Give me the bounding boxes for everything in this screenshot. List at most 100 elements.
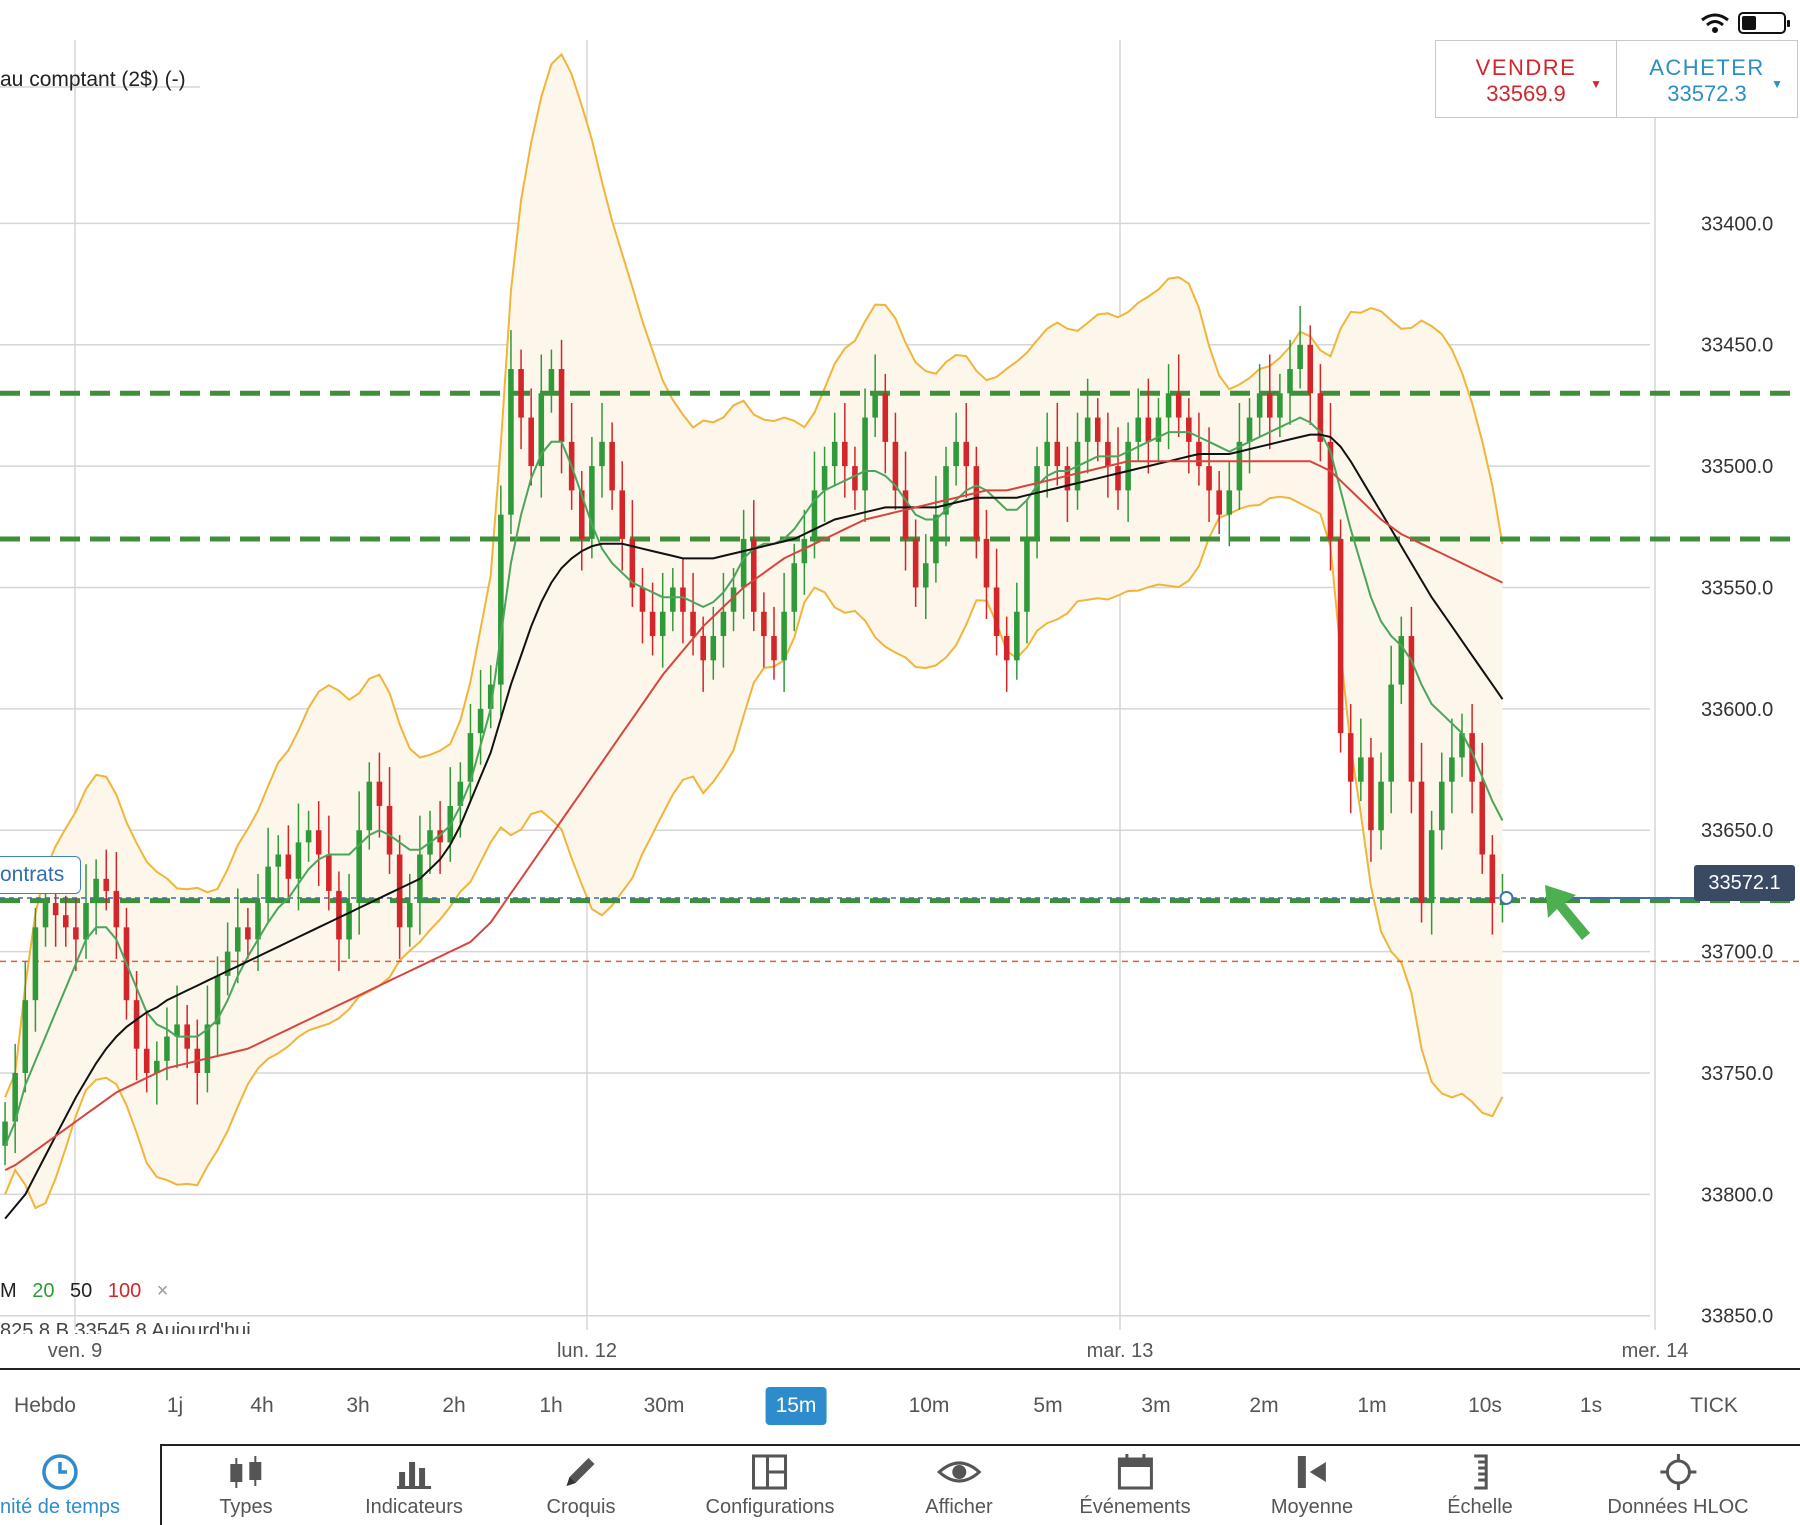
candle-body xyxy=(1287,369,1293,394)
tf-2h[interactable]: 2h xyxy=(442,1394,466,1417)
tf-10m[interactable]: 10m xyxy=(908,1394,950,1417)
candle-body xyxy=(973,466,980,539)
candle-body xyxy=(1094,417,1101,442)
candle-body xyxy=(649,611,656,637)
price-chart[interactable]: 33850.0 33800.0 33750.0 33700.0 33650.0 33600… xyxy=(0,0,1800,1368)
tool-hloc-data-label: Données HLOC xyxy=(1607,1496,1749,1518)
candle-body xyxy=(265,866,271,904)
tf-30m[interactable]: 30m xyxy=(643,1394,685,1417)
sell-price: 33569.9 xyxy=(1486,81,1566,106)
candle-body xyxy=(366,781,373,831)
candle-body xyxy=(750,538,757,612)
candle-body xyxy=(963,441,970,467)
candle-body xyxy=(781,611,787,661)
candle-body xyxy=(1489,854,1496,904)
tool-scale[interactable]: Échelle xyxy=(1447,1452,1513,1519)
buy-price: 33572.3 xyxy=(1667,81,1747,106)
tool-time-unit-label: nité de temps xyxy=(0,1496,121,1518)
tf-2m[interactable]: 2m xyxy=(1249,1394,1279,1417)
tool-time-unit[interactable]: nité de temps xyxy=(0,1452,120,1519)
tf-1j[interactable]: 1j xyxy=(166,1394,184,1417)
date-label-mon: lun. 12 xyxy=(556,1340,618,1362)
candle-body xyxy=(1337,538,1344,734)
tool-configurations[interactable]: Configurations xyxy=(706,1452,834,1519)
candle-body xyxy=(164,1036,170,1061)
tf-1s[interactable]: 1s xyxy=(1579,1394,1603,1417)
current-price-marker xyxy=(1499,890,1514,905)
arrow-icon xyxy=(1545,885,1590,940)
candle-body xyxy=(1155,417,1162,442)
candle-body xyxy=(1105,441,1111,467)
tool-average[interactable]: Moyenne xyxy=(1271,1452,1353,1519)
tool-display[interactable]: Afficher xyxy=(925,1452,993,1519)
candle-body xyxy=(1459,733,1465,758)
tf-15m[interactable]: 15m xyxy=(765,1387,827,1425)
tf-tick[interactable]: TICK xyxy=(1690,1394,1738,1417)
candle-body xyxy=(245,927,251,940)
candle-body xyxy=(1206,466,1212,491)
tf-1h[interactable]: 1h xyxy=(539,1394,563,1417)
crosshair-icon xyxy=(1660,1454,1696,1490)
candle-body xyxy=(983,538,990,588)
candle-body xyxy=(224,951,231,976)
candle-body xyxy=(113,890,120,928)
candle-body xyxy=(1014,611,1020,661)
candle-body xyxy=(508,369,514,515)
candle-body xyxy=(1408,636,1415,782)
candle-body xyxy=(1469,733,1475,782)
scale-icon xyxy=(1473,1454,1488,1490)
candle-body xyxy=(1145,417,1152,442)
sell-button[interactable]: VENDRE 33569.9 ▼ xyxy=(1436,41,1616,117)
candle-body xyxy=(558,369,565,442)
tool-events-label: Événements xyxy=(1079,1496,1191,1518)
tf-5m[interactable]: 5m xyxy=(1033,1394,1063,1417)
tool-indicators[interactable]: Indicateurs xyxy=(365,1452,463,1519)
price-axis-label: 33500.0 xyxy=(1701,456,1773,478)
buy-caret-icon[interactable]: ▼ xyxy=(1771,77,1783,91)
tf-hebdo[interactable]: Hebdo xyxy=(14,1394,76,1417)
candle-body xyxy=(639,587,646,612)
candle-body xyxy=(12,1072,18,1122)
buy-button[interactable]: ACHETER 33572.3 ▼ xyxy=(1616,41,1797,117)
trade-box: VENDRE 33569.9 ▼ ACHETER 33572.3 ▼ xyxy=(1435,40,1798,118)
tf-1m[interactable]: 1m xyxy=(1357,1394,1387,1417)
candle-body xyxy=(295,842,302,879)
candle-body xyxy=(1024,538,1030,612)
candle-body xyxy=(1358,757,1364,782)
tf-10s[interactable]: 10s xyxy=(1468,1394,1502,1417)
tool-events[interactable]: Événements xyxy=(1079,1452,1191,1519)
sell-caret-icon[interactable]: ▼ xyxy=(1590,77,1602,91)
tf-4h[interactable]: 4h xyxy=(250,1394,274,1417)
candle-body xyxy=(1438,781,1445,831)
candle-body xyxy=(52,903,59,916)
candle-body xyxy=(1186,417,1192,442)
timeframe-bar: Hebdo 1j 4h 3h 2h 1h 30m 15m 10m 5m 3m 2… xyxy=(0,1386,1800,1430)
layout-icon xyxy=(752,1454,788,1490)
legend-close-icon[interactable]: × xyxy=(156,1280,169,1302)
candle-body xyxy=(629,538,636,588)
contracts-tag[interactable]: ontrats xyxy=(0,856,82,894)
indicator-legend: M 20 50 100 × xyxy=(0,1280,178,1303)
price-axis-label: 33550.0 xyxy=(1701,577,1773,599)
candle-body xyxy=(771,636,777,661)
tool-hloc-data[interactable]: Données HLOC xyxy=(1607,1452,1749,1519)
ma100-line xyxy=(4,460,1503,1171)
candle-body xyxy=(852,466,858,491)
tool-types[interactable]: Types xyxy=(219,1452,273,1519)
candle-body xyxy=(578,490,585,539)
toolbar-divider xyxy=(160,1444,1800,1446)
clock-icon xyxy=(42,1454,78,1490)
price-axis-label: 33850.0 xyxy=(1701,1306,1773,1328)
candle-body xyxy=(1307,344,1314,394)
candle-body xyxy=(356,830,362,904)
candle-body xyxy=(1084,417,1091,442)
current-price-tag: 33572.1 xyxy=(1694,865,1795,901)
tf-3m[interactable]: 3m xyxy=(1141,1394,1171,1417)
tool-sketch[interactable]: Croquis xyxy=(547,1452,615,1519)
candle-body xyxy=(1003,636,1010,661)
candle-body xyxy=(730,587,737,612)
tf-3h[interactable]: 3h xyxy=(346,1394,370,1417)
candle-body xyxy=(22,1000,29,1073)
candle-body xyxy=(32,927,39,1001)
candles-icon xyxy=(229,1456,261,1488)
